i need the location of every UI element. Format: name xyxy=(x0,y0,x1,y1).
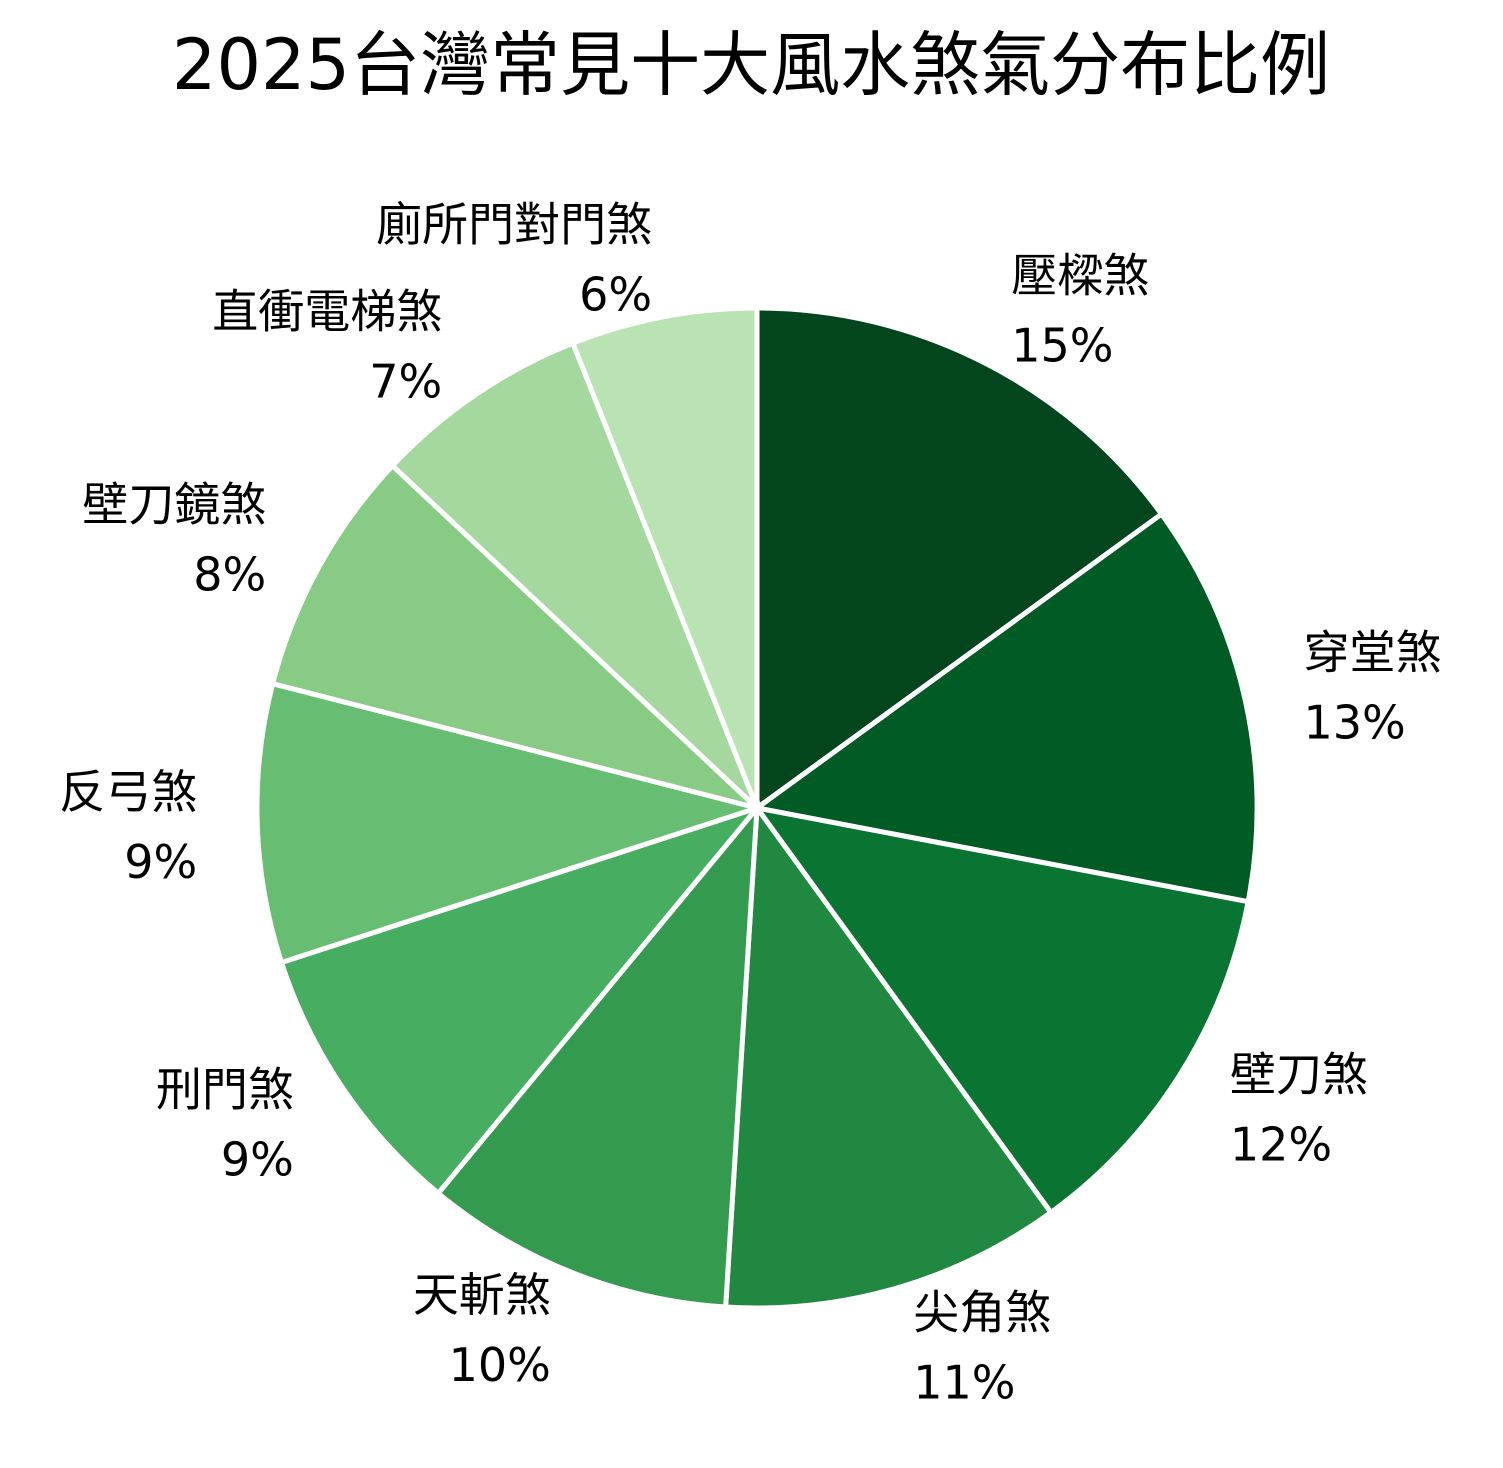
pie-slice xyxy=(569,305,760,809)
slice-label: 壁刀鏡煞 xyxy=(82,478,266,532)
pie-slice xyxy=(722,800,1055,1311)
slice-value-label: 6% xyxy=(579,267,652,321)
pie-slice xyxy=(278,802,765,1197)
slice-value-label: 9% xyxy=(221,1132,294,1186)
slice-value-label: 12% xyxy=(1230,1118,1332,1172)
slice-label: 反弓煞 xyxy=(59,765,197,819)
slice-label: 壁刀煞 xyxy=(1230,1048,1368,1102)
pie-slice xyxy=(254,680,766,966)
chart-title: 2025台灣常見十大風水煞氣分布比例 xyxy=(172,24,1330,106)
slice-value-label: 10% xyxy=(449,1338,551,1392)
slice-label: 穿堂煞 xyxy=(1304,625,1442,679)
slice-label: 刑門煞 xyxy=(156,1062,294,1116)
pie-slice xyxy=(269,462,759,811)
slice-label: 天斬煞 xyxy=(413,1268,551,1322)
slice-value-label: 8% xyxy=(193,548,266,602)
slice-label: 廁所門對門煞 xyxy=(376,197,652,251)
slice-value-label: 13% xyxy=(1304,695,1406,749)
slice-label: 尖角煞 xyxy=(913,1285,1051,1339)
slice-value-label: 15% xyxy=(1011,319,1113,373)
pie-slice xyxy=(434,800,760,1310)
pie-slice xyxy=(754,305,1166,813)
pie-slice xyxy=(388,339,760,810)
slice-value-label: 9% xyxy=(124,835,197,889)
slice-value-label: 7% xyxy=(369,354,442,408)
slice-label: 直衝電梯煞 xyxy=(212,284,442,338)
slice-value-label: 11% xyxy=(913,1355,1015,1409)
pie-slice xyxy=(751,804,1252,1217)
slice-label: 壓樑煞 xyxy=(1011,249,1149,303)
pie-slice xyxy=(750,510,1260,905)
